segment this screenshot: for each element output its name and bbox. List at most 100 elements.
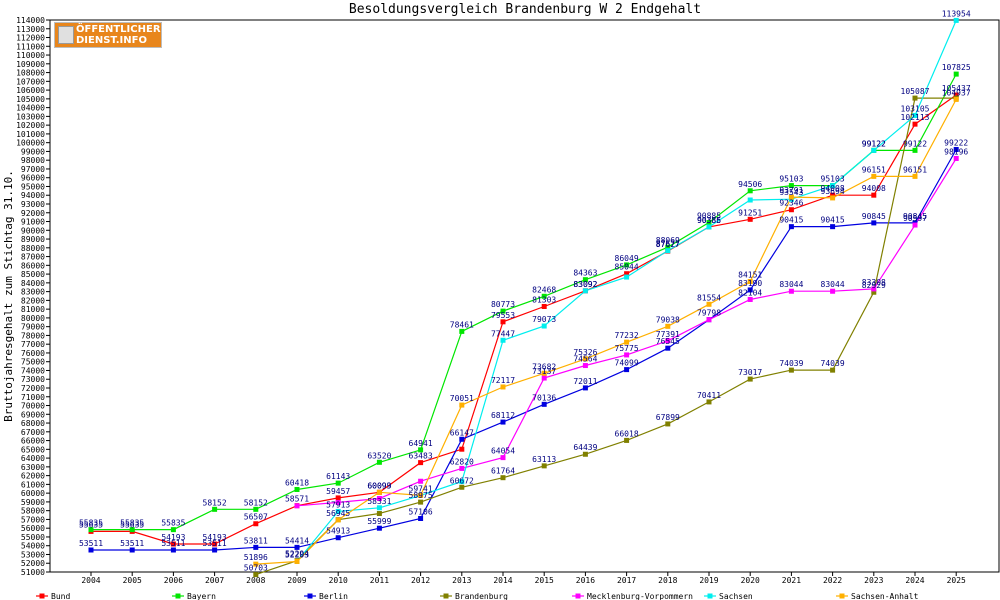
data-label: 96151	[903, 165, 927, 174]
data-label: 60093	[367, 481, 391, 490]
data-label: 64054	[491, 447, 515, 456]
data-point	[88, 547, 94, 553]
y-tick-label: 63000	[21, 463, 45, 472]
data-point	[747, 279, 753, 285]
data-point	[170, 527, 176, 533]
data-point	[747, 197, 753, 203]
data-point	[541, 375, 547, 381]
y-tick-label: 67000	[21, 428, 45, 437]
y-tick-label: 53000	[21, 550, 45, 559]
y-tick-label: 101000	[16, 130, 45, 139]
data-point	[253, 506, 259, 512]
y-tick-label: 90000	[21, 226, 45, 235]
data-label: 63113	[532, 455, 556, 464]
y-tick-label: 70000	[21, 402, 45, 411]
data-point	[582, 288, 588, 294]
data-label: 55635	[120, 520, 144, 529]
data-label: 58152	[203, 498, 227, 507]
data-label: 56507	[244, 513, 268, 522]
data-label: 58331	[367, 497, 391, 506]
data-label: 54193	[161, 533, 185, 542]
data-label: 74099	[615, 359, 639, 368]
y-tick-label: 108000	[16, 69, 45, 78]
data-point	[665, 345, 671, 351]
y-tick-label: 69000	[21, 410, 45, 419]
data-point	[459, 484, 465, 490]
y-tick-label: 97000	[21, 165, 45, 174]
data-point	[459, 479, 465, 485]
data-point	[788, 194, 794, 200]
data-point	[665, 248, 671, 254]
data-point	[706, 220, 712, 226]
x-tick-label: 2014	[493, 576, 512, 585]
data-point	[665, 244, 671, 250]
y-tick-label: 100000	[16, 139, 45, 148]
data-point	[665, 338, 671, 344]
data-label: 63483	[409, 452, 433, 461]
data-point	[624, 262, 630, 268]
data-point	[253, 561, 259, 567]
data-label: 53511	[203, 539, 227, 548]
data-label: 74039	[821, 359, 845, 368]
data-label: 82468	[532, 285, 556, 294]
series-points	[88, 17, 959, 578]
data-point	[624, 274, 630, 280]
data-label: 54193	[203, 533, 227, 542]
data-label: 79553	[491, 311, 515, 320]
data-label: 77447	[491, 329, 515, 338]
data-point	[459, 328, 465, 334]
data-point	[459, 402, 465, 408]
x-tick-label: 2016	[576, 576, 595, 585]
x-tick-label: 2015	[535, 576, 554, 585]
data-point	[294, 544, 300, 550]
y-tick-label: 112000	[16, 34, 45, 43]
data-label: 75326	[573, 348, 597, 357]
data-label: 82104	[738, 288, 762, 297]
data-label: 55635	[79, 520, 103, 529]
data-point	[129, 527, 135, 533]
y-tick-label: 72000	[21, 384, 45, 393]
data-point	[871, 147, 877, 153]
data-label: 113954	[942, 9, 971, 18]
plot-frame	[49, 19, 1000, 573]
y-tick-label: 93000	[21, 200, 45, 209]
data-point	[747, 216, 753, 222]
data-point	[953, 17, 959, 23]
y-tick-label: 64000	[21, 454, 45, 463]
x-tick-label: 2013	[452, 576, 471, 585]
y-tick-label: 51000	[21, 568, 45, 577]
data-label: 105437	[942, 84, 971, 93]
data-point	[170, 541, 176, 547]
x-tick-label: 2017	[617, 576, 636, 585]
data-point	[582, 356, 588, 362]
data-point	[871, 220, 877, 226]
data-label: 93543	[779, 188, 803, 197]
data-label: 107825	[942, 63, 971, 72]
data-point	[871, 173, 877, 179]
data-label: 76545	[656, 337, 680, 346]
y-tick-label: 88000	[21, 244, 45, 253]
data-label: 55835	[79, 519, 103, 528]
x-tick-label: 2020	[741, 576, 760, 585]
data-point	[335, 499, 341, 505]
y-tick-label: 82000	[21, 296, 45, 305]
data-point	[953, 155, 959, 161]
data-point	[747, 376, 753, 382]
data-point	[953, 71, 959, 77]
data-point	[335, 535, 341, 541]
x-tick-label: 2022	[823, 576, 842, 585]
data-point	[541, 463, 547, 469]
data-point	[541, 323, 547, 329]
series-lines	[91, 20, 957, 576]
y-tick-label: 71000	[21, 393, 45, 402]
data-label: 84151	[738, 271, 762, 280]
data-point	[129, 547, 135, 553]
x-tick-label: 2004	[81, 576, 100, 585]
data-label: 88069	[656, 236, 680, 245]
x-tick-label: 2021	[782, 576, 801, 585]
data-label: 86049	[615, 254, 639, 263]
data-point	[912, 222, 918, 228]
series-line-1	[91, 73, 957, 531]
y-tick-label: 104000	[16, 104, 45, 113]
y-tick-label: 66000	[21, 437, 45, 446]
